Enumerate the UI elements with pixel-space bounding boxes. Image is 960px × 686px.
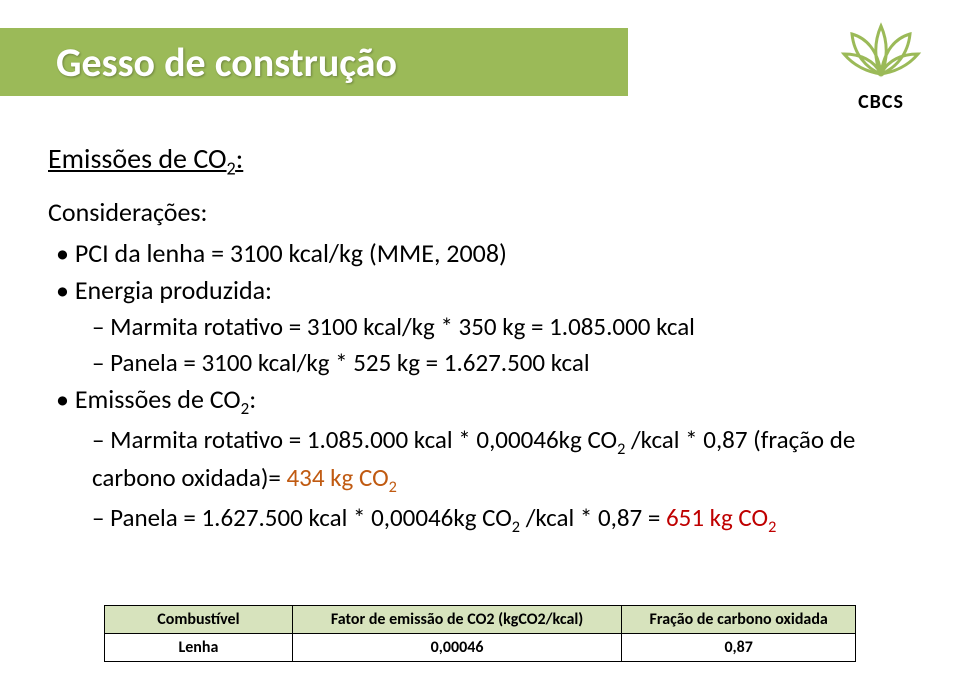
panela-co2-b: /kcal * 0,87 = <box>520 502 666 533</box>
panela-co2-sub1: 2 <box>512 518 520 537</box>
td-fator: 0,00046 <box>292 634 622 662</box>
section-head-sub: 2 <box>227 158 236 180</box>
section-heading: Emissões de CO2: <box>48 140 918 181</box>
co2-head-b: : <box>249 383 256 415</box>
slide-title: Gesso de construção <box>56 38 397 87</box>
marmita-co2-highlight: 434 kg CO2 <box>287 462 397 493</box>
bullet-panela-energy: Panela = 3100 kcal/kg * 525 kg = 1.627.5… <box>92 346 918 380</box>
logo-caption: CBCS <box>826 90 936 114</box>
th-fator: Fator de emissão de CO2 (kgCO2/kcal) <box>292 606 622 634</box>
bullet-marmita-energy: Marmita rotativo = 3100 kcal/kg * 350 kg… <box>92 310 918 344</box>
considerations-label: Considerações: <box>48 195 918 230</box>
co2-head-a: Emissões de CO <box>75 383 241 415</box>
marmita-co2-a: Marmita rotativo = 1.085.000 kcal * 0,00… <box>110 424 617 455</box>
marmita-co2-sub2: 2 <box>389 478 397 497</box>
table: Combustível Fator de emissão de CO2 (kgC… <box>104 605 856 662</box>
section-head-tail: : <box>236 141 244 176</box>
bullet-pci: PCI da lenha = 3100 kcal/kg (MME, 2008) <box>56 236 918 271</box>
td-combustivel: Lenha <box>105 634 293 662</box>
marmita-co2-hl-text: 434 kg CO <box>287 462 389 493</box>
content-area: Emissões de CO2: Considerações: PCI da l… <box>48 140 918 541</box>
section-head-text: Emissões de CO <box>48 141 227 176</box>
th-combustivel: Combustível <box>105 606 293 634</box>
title-bar: Gesso de construção <box>0 28 628 96</box>
logo: CBCS <box>826 20 936 114</box>
panela-co2-highlight: 651 kg CO2 <box>666 502 776 533</box>
bullet-panela-co2: Panela = 1.627.500 kcal * 0,00046kg CO2 … <box>92 501 918 539</box>
bullet-marmita-co2: Marmita rotativo = 1.085.000 kcal * 0,00… <box>92 423 918 499</box>
th-fracao: Fração de carbono oxidada <box>622 606 856 634</box>
panela-co2-a: Panela = 1.627.500 kcal * 0,00046kg CO <box>110 502 512 533</box>
panela-co2-hl-text: 651 kg CO <box>666 502 768 533</box>
panela-co2-sub2: 2 <box>768 518 776 537</box>
bullet-co2-head: Emissões de CO2: <box>56 382 918 421</box>
table-header-row: Combustível Fator de emissão de CO2 (kgC… <box>105 606 856 634</box>
emission-table: Combustível Fator de emissão de CO2 (kgC… <box>104 605 856 662</box>
td-fracao: 0,87 <box>622 634 856 662</box>
co2-head-sub: 2 <box>241 398 250 419</box>
bullet-energy: Energia produzida: <box>56 273 918 308</box>
lotus-icon <box>838 20 924 86</box>
table-row: Lenha 0,00046 0,87 <box>105 634 856 662</box>
